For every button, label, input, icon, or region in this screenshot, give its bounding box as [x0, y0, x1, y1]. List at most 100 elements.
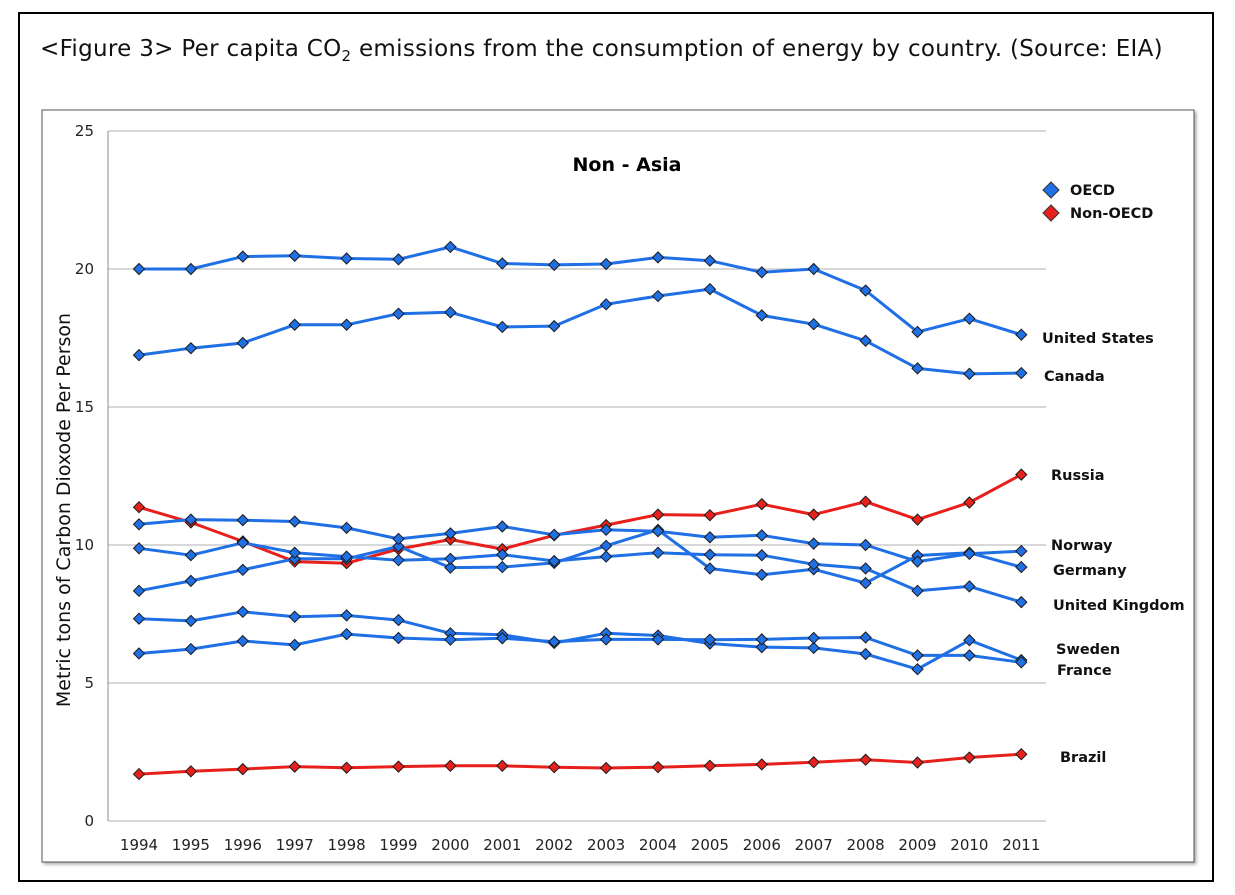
x-tick-label: 1997 — [276, 836, 314, 854]
series-lines — [132, 240, 1028, 781]
data-point — [132, 612, 146, 625]
data-point — [288, 318, 301, 331]
x-tick-label: 2006 — [743, 836, 781, 854]
x-tick-label: 2005 — [691, 836, 729, 854]
data-point — [859, 495, 872, 508]
data-point — [184, 342, 198, 355]
data-point — [288, 760, 301, 773]
data-point — [496, 548, 509, 561]
series-france — [132, 627, 1028, 669]
series-line — [138, 610, 1022, 671]
data-point — [340, 761, 353, 774]
data-point — [184, 549, 198, 562]
legend-marker — [1042, 181, 1060, 199]
data-point — [651, 760, 665, 774]
data-point — [547, 554, 561, 568]
axes: 0 5 10 15 20 25 1994 1995 1996 1997 1998 1999 2000 20… — [75, 122, 1040, 854]
data-point — [1015, 595, 1028, 609]
figure-caption: <Figure 3> Per capita CO2 emissions from… — [40, 36, 1163, 64]
data-point — [599, 298, 613, 311]
data-point — [132, 518, 146, 531]
caption-prefix: <Figure 3> Per capita CO — [40, 36, 342, 62]
data-point — [807, 262, 820, 276]
x-tick-label: 1999 — [379, 836, 417, 854]
data-point — [651, 524, 665, 538]
x-tick-label: 2000 — [431, 836, 469, 854]
data-point — [807, 641, 820, 655]
data-point — [755, 568, 769, 582]
x-tick-label: 1996 — [224, 836, 262, 854]
data-point — [184, 513, 198, 526]
data-point — [444, 561, 457, 574]
data-point — [755, 497, 769, 511]
data-point — [288, 249, 301, 262]
series-line — [138, 528, 1022, 593]
series-label: Canada — [1044, 369, 1105, 385]
data-point — [392, 631, 405, 645]
series-line — [138, 752, 1022, 776]
data-point — [392, 760, 405, 773]
data-point — [132, 542, 146, 555]
series-germany — [132, 513, 1028, 568]
data-point — [963, 580, 976, 593]
y-tick-label: 0 — [84, 812, 94, 830]
data-point — [599, 550, 613, 563]
data-point — [703, 633, 717, 646]
data-point — [288, 515, 301, 528]
chart-title: Non - Asia — [573, 154, 682, 176]
data-point — [392, 307, 405, 320]
data-point — [340, 609, 353, 622]
data-point — [496, 520, 509, 533]
data-point — [807, 537, 820, 550]
data-point — [755, 758, 769, 771]
data-point — [236, 563, 250, 577]
series-label: Russia — [1051, 468, 1105, 484]
data-point — [599, 761, 613, 775]
data-point — [1015, 468, 1028, 481]
data-point — [755, 633, 769, 646]
y-tick-label: 15 — [75, 398, 94, 416]
data-point — [703, 759, 717, 773]
series-label: France — [1057, 663, 1112, 679]
data-point — [444, 759, 457, 773]
data-point — [340, 550, 353, 563]
data-point — [132, 348, 146, 362]
data-point — [599, 257, 613, 271]
data-point — [703, 562, 717, 575]
data-point — [1015, 328, 1028, 341]
data-point — [547, 760, 561, 774]
series-line — [138, 287, 1022, 376]
series-label: Sweden — [1056, 642, 1120, 658]
data-point — [807, 558, 820, 571]
data-point — [132, 647, 146, 660]
data-point — [392, 553, 405, 567]
data-point — [340, 521, 353, 535]
series-united-kingdom — [132, 536, 1028, 609]
y-tick-label: 10 — [75, 536, 94, 554]
data-point — [807, 508, 820, 521]
data-point — [547, 319, 561, 333]
data-point — [184, 614, 198, 628]
data-point — [392, 540, 405, 553]
series-label: Germany — [1053, 563, 1127, 579]
data-point — [1015, 748, 1028, 761]
data-point — [911, 649, 924, 662]
line-chart: 0 5 10 15 20 25 1994 1995 1996 1997 1998 1999 2000 20… — [41, 109, 1195, 863]
data-point — [496, 257, 509, 270]
y-tick-label: 5 — [84, 674, 94, 692]
x-tick-label: 2007 — [795, 836, 833, 854]
data-point — [392, 613, 405, 627]
data-point — [963, 367, 976, 381]
data-point — [236, 336, 250, 350]
y-axis-label: Metric tons of Carbon Dioxode Per Person — [53, 313, 75, 707]
data-point — [651, 289, 665, 303]
data-point — [651, 251, 665, 264]
series-line — [138, 632, 1022, 664]
data-point — [444, 306, 457, 319]
data-point — [236, 762, 250, 776]
data-point — [1015, 544, 1028, 558]
data-point — [807, 317, 820, 331]
data-point — [392, 532, 405, 546]
caption-suffix: emissions from the consumption of energy… — [351, 36, 1163, 62]
x-tick-label: 2001 — [483, 836, 521, 854]
